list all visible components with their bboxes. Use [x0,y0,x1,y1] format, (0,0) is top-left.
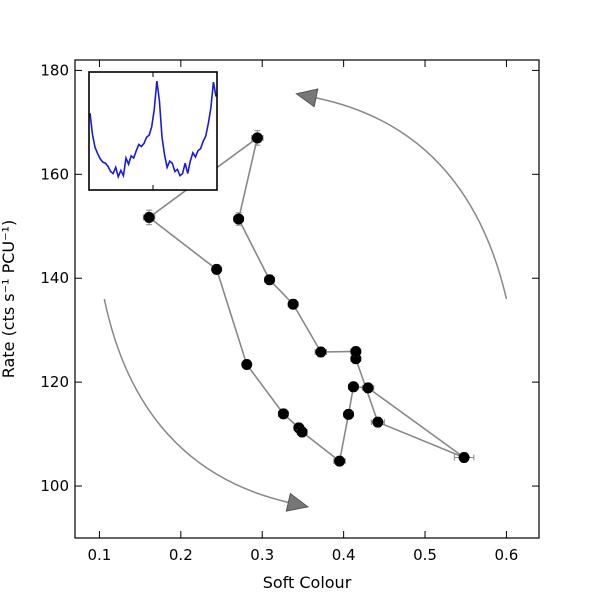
y-tick-label: 160 [40,165,69,183]
arrow-head [295,88,319,108]
data-marker [343,408,355,420]
data-point [142,209,156,226]
plot-frame [74,59,540,539]
x-axis: 0.1 0.2 0.3 0.4 0.5 0.6 [87,60,518,564]
data-marker [350,345,362,357]
x-tick-label: 0.3 [250,546,274,564]
data-marker [296,426,308,438]
arrow-head [285,492,310,512]
data-point [296,426,308,438]
data-point [333,455,346,467]
data-point [343,408,355,420]
y-tick-label: 100 [40,477,69,495]
data-point [347,381,359,393]
data-marker [372,416,384,428]
data-point [211,263,223,275]
x-tick-label: 0.4 [332,546,356,564]
data-marker [362,382,374,394]
data-point [453,451,475,463]
data-point [287,298,299,310]
arrow-curve [103,298,289,504]
data-points [142,130,475,467]
x-axis-label: Soft Colour [263,573,352,592]
arrow-annotations [103,88,508,512]
inset-line [89,80,217,180]
data-marker [334,455,346,467]
data-point [241,358,253,370]
data-marker [287,298,299,310]
y-tick-label: 140 [40,269,69,287]
data-point [264,274,276,286]
data-marker [315,346,327,358]
data-marker [211,263,223,275]
data-point [251,130,264,146]
series-path [147,137,465,463]
y-tick-label: 120 [40,373,69,391]
x-tick-label: 0.1 [87,546,111,564]
data-marker [264,274,276,286]
data-point [361,382,375,394]
y-axis-label: Rate (cts s⁻¹ PCU⁻¹) [0,220,18,378]
data-point [350,345,362,357]
inset-background [89,72,217,190]
data-point [314,346,328,358]
data-marker [143,211,155,223]
data-marker [233,213,245,225]
data-marker [251,132,263,144]
data-marker [241,358,253,370]
y-axis: 100 120 140 160 180 [40,61,539,495]
data-point [277,408,289,420]
x-tick-label: 0.5 [413,546,437,564]
data-point [233,212,245,226]
data-marker [347,381,359,393]
y-tick-label: 180 [40,61,69,79]
inset-light-curve [88,71,218,191]
arrow-curve [315,97,508,300]
x-tick-label: 0.2 [169,546,193,564]
data-marker [277,408,289,420]
x-tick-label: 0.6 [495,546,519,564]
data-point [370,416,385,428]
data-marker [458,451,470,463]
